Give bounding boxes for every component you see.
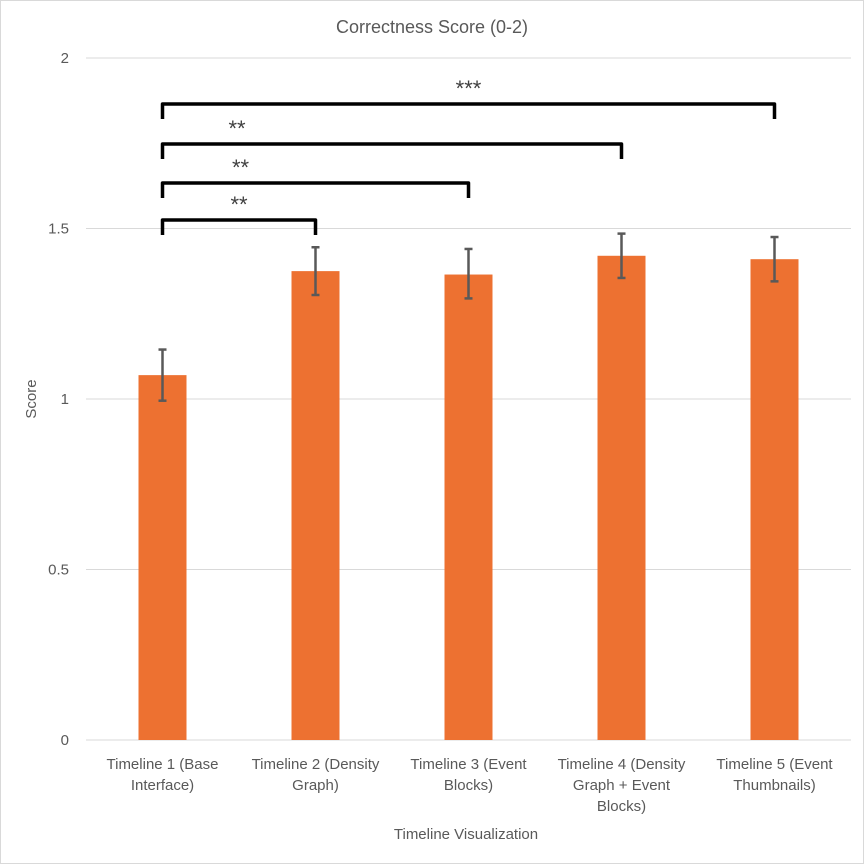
bar	[444, 274, 493, 740]
x-axis-categories: Timeline 1 (Base Interface) Timeline 2 (De…	[107, 756, 834, 815]
y-tick-label: 0.5	[48, 562, 69, 579]
x-category-label: Timeline 1 (Base Interface)	[107, 756, 219, 794]
x-category-line: Thumbnails)	[733, 777, 816, 794]
x-category-label: Timeline 2 (Density Graph)	[252, 756, 380, 794]
bar	[138, 375, 187, 740]
x-category-line: Blocks)	[444, 777, 493, 794]
x-category-line: Timeline 5 (Event	[716, 756, 833, 773]
y-axis-ticks: 0 0.5 1 1.5 2	[48, 50, 69, 749]
x-axis-label: Timeline Visualization	[394, 826, 538, 843]
x-category-line: Graph)	[292, 777, 339, 794]
y-tick-label: 1.5	[48, 221, 69, 238]
x-category-line: Timeline 2 (Density	[252, 756, 380, 773]
significance-label: **	[228, 116, 246, 141]
significance-bracket	[160, 142, 624, 159]
bar	[291, 271, 340, 740]
bar	[597, 255, 646, 740]
x-category-label: Timeline 3 (Event Blocks)	[410, 756, 527, 794]
significance-bracket	[160, 102, 777, 119]
bars	[138, 255, 799, 740]
x-category-line: Timeline 3 (Event	[410, 756, 527, 773]
y-axis-label: Score	[23, 379, 40, 418]
significance-label: ***	[456, 76, 482, 101]
y-tick-label: 2	[61, 50, 69, 67]
y-tick-label: 1	[61, 391, 69, 408]
x-category-line: Graph + Event	[573, 777, 671, 794]
x-category-line: Interface)	[131, 777, 194, 794]
significance-bracket	[160, 181, 471, 198]
x-category-line: Timeline 4 (Density	[558, 756, 686, 773]
significance-bracket	[160, 218, 318, 235]
significance-label: **	[232, 155, 250, 180]
x-category-line: Blocks)	[597, 798, 646, 815]
y-tick-label: 0	[61, 732, 69, 749]
significance-label: **	[230, 192, 248, 217]
error-bars	[158, 232, 779, 402]
significance-brackets: *********	[160, 76, 777, 235]
x-category-label: Timeline 4 (Density Graph + Event Blocks)	[558, 756, 686, 815]
chart-title: Correctness Score (0-2)	[336, 17, 528, 37]
x-category-label: Timeline 5 (Event Thumbnails)	[716, 756, 833, 794]
x-category-line: Timeline 1 (Base	[107, 756, 219, 773]
bar	[750, 259, 799, 740]
